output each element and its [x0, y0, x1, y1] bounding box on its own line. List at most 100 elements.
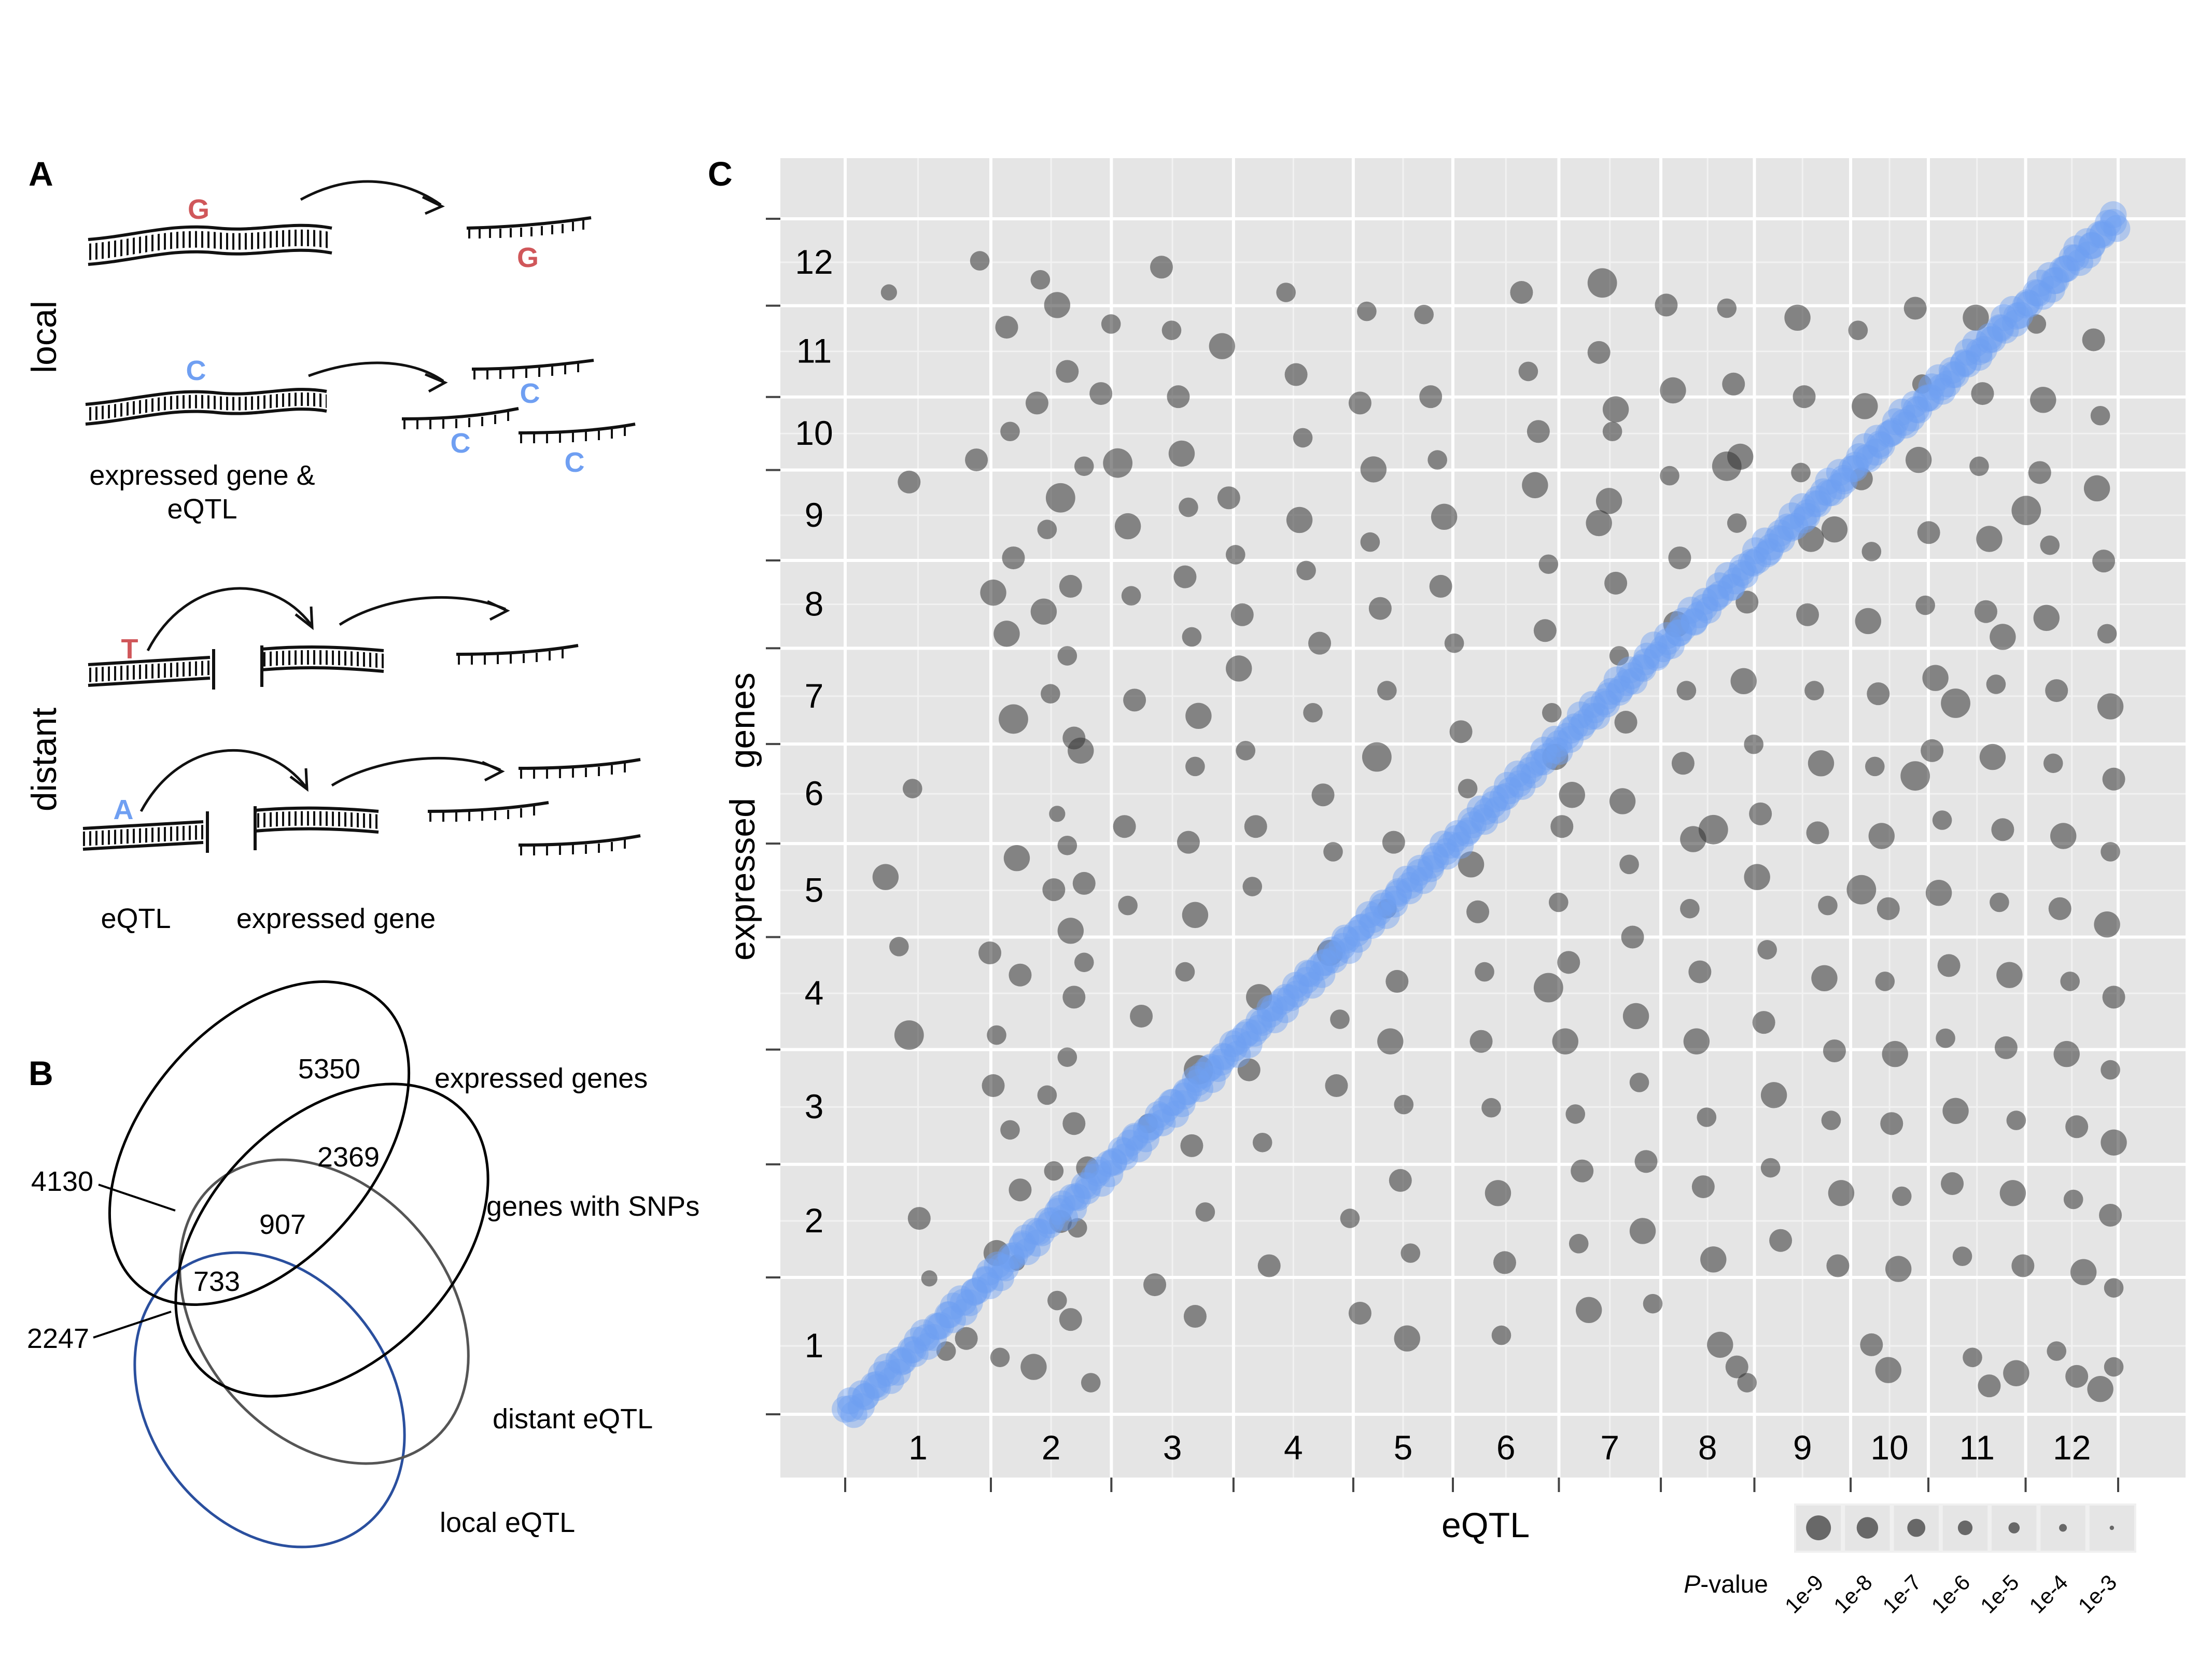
cis-eqtl-point: [1272, 983, 1299, 1011]
trans-eqtl-point: [2101, 842, 2120, 862]
trans-eqtl-point: [1244, 815, 1267, 838]
cis-eqtl-point: [1009, 1230, 1037, 1258]
cis-eqtl-point: [1855, 445, 1883, 473]
trans-eqtl-point: [1804, 681, 1824, 700]
cis-eqtl-point: [1918, 373, 1945, 401]
cis-eqtl-point: [1035, 1211, 1063, 1239]
trans-eqtl-point: [2101, 1129, 2127, 1156]
trans-eqtl-point: [1868, 823, 1895, 849]
legend-key-1e-7: [1907, 1519, 1926, 1537]
cis-eqtl-point: [837, 1395, 864, 1422]
cis-eqtl-point: [1681, 608, 1708, 635]
trans-eqtl-point: [1311, 783, 1335, 807]
trans-eqtl-point: [1041, 684, 1060, 704]
cis-eqtl-point: [2016, 290, 2043, 318]
trans-eqtl-point: [1377, 898, 1397, 919]
cis-eqtl-point: [1024, 1229, 1051, 1257]
trans-eqtl-point: [2026, 314, 2047, 334]
x-tick-label-chr-7: 7: [1600, 1428, 1619, 1467]
trans-eqtl-point: [1037, 1085, 1057, 1105]
cis-eqtl-point: [1136, 1114, 1164, 1141]
cis-eqtl-point: [1406, 854, 1434, 882]
trans-eqtl-point: [1880, 1112, 1903, 1135]
trans-eqtl-point: [1818, 895, 1838, 916]
cis-eqtl-point: [1632, 648, 1660, 676]
trans-eqtl-point: [1081, 1373, 1101, 1393]
trans-eqtl-point: [1663, 611, 1690, 638]
cis-eqtl-point: [1132, 1116, 1160, 1144]
cis-eqtl-point: [1345, 925, 1372, 953]
x-axis-title: eQTL: [1441, 1506, 1530, 1545]
cis-eqtl-point: [1256, 1001, 1284, 1028]
arrowhead-local-2: [425, 373, 448, 393]
cis-eqtl-point: [1471, 808, 1499, 835]
cis-eqtl-point: [1863, 425, 1891, 452]
cis-eqtl-point: [1942, 361, 1970, 388]
trans-eqtl-point: [1527, 420, 1550, 443]
legend-label-1e-9: 1e-9: [1780, 1570, 1828, 1618]
trans-eqtl-point: [1167, 385, 1190, 409]
trans-eqtl-point: [1808, 750, 1835, 777]
cis-eqtl-point: [1294, 960, 1321, 987]
cis-eqtl-point: [1025, 1218, 1053, 1245]
trans-eqtl-point: [1542, 743, 1569, 770]
cis-eqtl-point: [1545, 730, 1573, 757]
leader-2247: [93, 1311, 172, 1339]
cis-eqtl-point: [1014, 1238, 1041, 1266]
cis-eqtl-point: [2089, 220, 2117, 247]
trans-eqtl-point: [1552, 1028, 1578, 1055]
cis-eqtl-point: [1444, 820, 1472, 847]
cis-eqtl-point: [1333, 926, 1361, 954]
y-tick-label-chr-10: 10: [795, 414, 833, 452]
legend-title-italic: P: [1684, 1571, 1700, 1598]
cis-eqtl-point: [940, 1292, 967, 1320]
trans-eqtl-point: [1735, 591, 1759, 614]
cis-eqtl-point: [1323, 940, 1350, 967]
trans-eqtl-point: [999, 704, 1028, 734]
cis-eqtl-point: [997, 1243, 1025, 1270]
cis-eqtl-point: [2036, 262, 2064, 289]
panel-b-letter: B: [29, 1054, 53, 1092]
cis-eqtl-point: [1934, 370, 1962, 398]
cis-eqtl-point: [1567, 713, 1595, 741]
trans-eqtl-point: [2033, 604, 2060, 631]
arrowhead-local-1: [422, 195, 445, 215]
trans-eqtl-point: [1595, 488, 1622, 514]
trans-eqtl-point: [1325, 1074, 1348, 1098]
cis-eqtl-point: [1561, 713, 1589, 741]
cis-eqtl-point: [1088, 1170, 1115, 1197]
cis-eqtl-point: [1707, 580, 1734, 608]
trans-eqtl-point: [1643, 1294, 1663, 1314]
cis-eqtl-point: [1670, 614, 1697, 642]
trans-eqtl-point: [1671, 752, 1695, 775]
cis-eqtl-point: [1062, 1183, 1090, 1210]
trans-eqtl-point: [1114, 513, 1141, 540]
cis-eqtl-point: [1231, 1021, 1259, 1049]
cis-eqtl-point: [836, 1387, 864, 1414]
cis-eqtl-point: [2062, 244, 2090, 272]
cis-eqtl-point: [1385, 878, 1412, 905]
trans-eqtl-point: [1548, 892, 1569, 912]
cis-eqtl-point: [1147, 1103, 1175, 1131]
legend-key-1e-3: [2109, 1525, 2115, 1530]
trans-eqtl-point: [1113, 815, 1136, 838]
trans-eqtl-point: [872, 864, 899, 890]
dna-gene-distant-2: [254, 806, 379, 850]
trans-eqtl-point: [1076, 1156, 1099, 1179]
arrowhead-distant-2a: [289, 768, 309, 792]
cis-eqtl-point: [1358, 911, 1385, 939]
trans-eqtl-point: [1458, 851, 1485, 878]
cis-eqtl-point: [1182, 1065, 1209, 1093]
cis-eqtl-point: [1096, 1160, 1124, 1187]
trans-eqtl-point: [1976, 526, 2003, 552]
cis-eqtl-point: [1286, 974, 1313, 1002]
cis-eqtl-point: [964, 1277, 991, 1304]
panel-c-letter: C: [708, 154, 733, 193]
cis-eqtl-point: [1108, 1136, 1135, 1164]
trans-eqtl-point: [1183, 1305, 1207, 1328]
cis-eqtl-point: [1277, 984, 1304, 1011]
cis-eqtl-point: [1437, 831, 1464, 859]
cis-eqtl-point: [1970, 336, 1998, 363]
cis-eqtl-point: [1519, 751, 1547, 778]
trans-eqtl-point: [1614, 711, 1637, 734]
